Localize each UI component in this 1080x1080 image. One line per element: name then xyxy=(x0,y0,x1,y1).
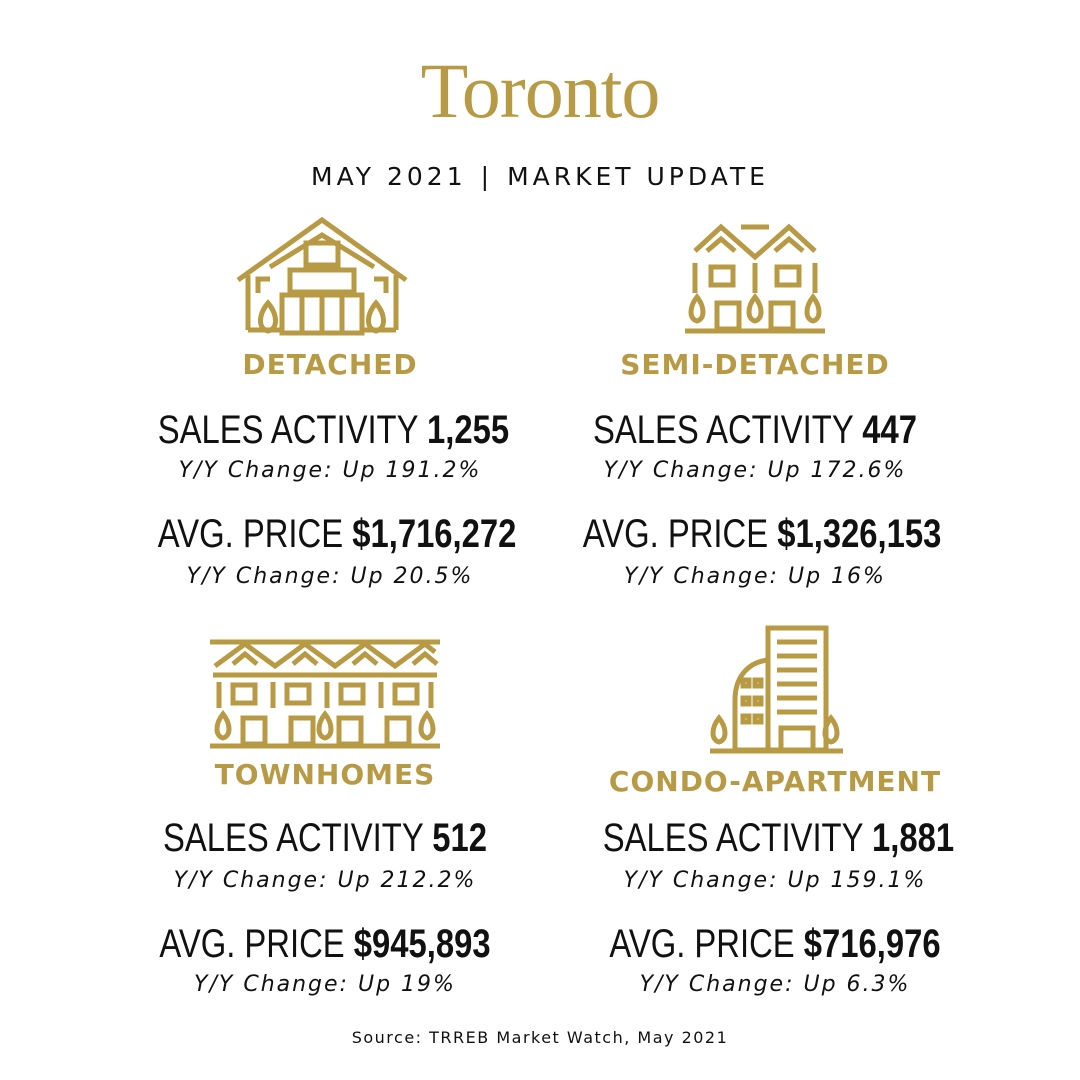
sales-change: Y/Y Change: Up 191.2% xyxy=(178,458,482,483)
price-change: Y/Y Change: Up 16% xyxy=(624,564,886,589)
avg-price: AVG. PRICE $1,716,272 xyxy=(157,510,517,558)
price-change: Y/Y Change: Up 19% xyxy=(194,972,456,997)
sales-value: 447 xyxy=(862,408,917,452)
price-value: $716,976 xyxy=(803,922,941,966)
price-change: Y/Y Change: Up 20.5% xyxy=(186,564,474,589)
subtitle-label: MARKET UPDATE xyxy=(507,162,769,191)
semi-detached-house-icon xyxy=(685,223,825,334)
sales-change: Y/Y Change: Up 159.1% xyxy=(623,868,927,893)
townhomes-icon xyxy=(210,639,440,749)
source-note: Source: TRREB Market Watch, May 2021 xyxy=(351,1028,729,1047)
page-title: Toronto xyxy=(420,47,661,134)
subtitle-month: MAY 2021 xyxy=(311,162,467,191)
price-value: $945,893 xyxy=(353,922,491,966)
detached-house-icon xyxy=(236,216,408,336)
price-label: AVG. PRICE xyxy=(157,512,344,556)
category-title: SEMI-DETACHED xyxy=(620,348,890,381)
sales-activity: SALES ACTIVITY 512 xyxy=(153,814,497,862)
sales-activity: SALES ACTIVITY 1,881 xyxy=(602,814,954,862)
sales-label: SALES ACTIVITY xyxy=(602,816,863,860)
category-title: DETACHED xyxy=(242,348,418,381)
avg-price: AVG. PRICE $1,326,153 xyxy=(582,510,942,558)
sales-label: SALES ACTIVITY xyxy=(157,408,418,452)
sales-value: 1,255 xyxy=(427,408,510,452)
price-value: $1,716,272 xyxy=(352,512,517,556)
price-change: Y/Y Change: Up 6.3% xyxy=(639,972,911,997)
sales-change: Y/Y Change: Up 212.2% xyxy=(173,868,477,893)
townhomes-section: TOWNHOMES SALES ACTIVITY 512 Y/Y Change:… xyxy=(115,620,535,1000)
category-title: CONDO-APARTMENT xyxy=(608,765,942,798)
price-label: AVG. PRICE xyxy=(582,512,769,556)
price-label: AVG. PRICE xyxy=(609,922,795,966)
avg-price: AVG. PRICE $945,893 xyxy=(153,920,497,968)
sales-activity: SALES ACTIVITY 447 xyxy=(583,406,927,454)
price-label: AVG. PRICE xyxy=(159,922,345,966)
sales-value: 1,881 xyxy=(872,816,955,860)
condo-apartment-section: CONDO-APARTMENT SALES ACTIVITY 1,881 Y/Y… xyxy=(565,620,985,1000)
sales-label: SALES ACTIVITY xyxy=(163,816,424,860)
price-value: $1,326,153 xyxy=(777,512,942,556)
sales-label: SALES ACTIVITY xyxy=(593,408,854,452)
sales-value: 512 xyxy=(432,816,487,860)
sales-change: Y/Y Change: Up 172.6% xyxy=(603,458,907,483)
detached-section: DETACHED SALES ACTIVITY 1,255 Y/Y Change… xyxy=(120,210,540,610)
semi-detached-section: SEMI-DETACHED SALES ACTIVITY 447 Y/Y Cha… xyxy=(545,210,965,610)
avg-price: AVG. PRICE $716,976 xyxy=(603,920,947,968)
condo-building-icon xyxy=(710,625,843,754)
subtitle: MAY 2021 | MARKET UPDATE xyxy=(0,160,1080,194)
sales-activity: SALES ACTIVITY 1,255 xyxy=(157,406,509,454)
category-title: TOWNHOMES xyxy=(214,758,436,791)
subtitle-separator: | xyxy=(480,162,494,191)
